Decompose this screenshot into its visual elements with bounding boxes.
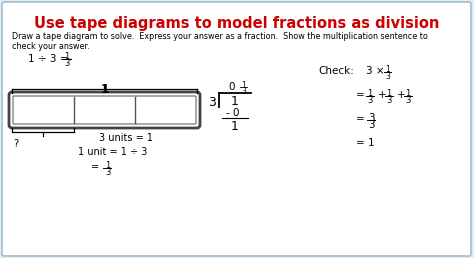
Text: 3: 3 [367, 96, 373, 105]
Text: = 1: = 1 [356, 138, 374, 148]
Text: 3: 3 [385, 72, 391, 81]
Text: 1 unit = 1 ÷ 3: 1 unit = 1 ÷ 3 [78, 147, 147, 157]
Text: =: = [356, 90, 365, 100]
Text: 3: 3 [368, 113, 374, 123]
Text: 1 ÷ 3 =: 1 ÷ 3 = [28, 54, 69, 64]
Text: Use tape diagrams to model fractions as division: Use tape diagrams to model fractions as … [34, 16, 440, 31]
Text: 3 units = 1: 3 units = 1 [100, 133, 154, 143]
Text: 1: 1 [231, 120, 239, 133]
Text: 3: 3 [105, 168, 110, 177]
Text: 1: 1 [100, 83, 109, 96]
Text: 1: 1 [405, 89, 410, 98]
Text: =: = [91, 162, 100, 172]
Text: 1: 1 [386, 89, 392, 98]
Text: 1: 1 [231, 95, 239, 108]
Text: check your answer.: check your answer. [12, 42, 90, 51]
Text: - 0: - 0 [226, 108, 240, 118]
Text: Draw a tape diagram to solve.  Express your answer as a fraction.  Show the mult: Draw a tape diagram to solve. Express yo… [12, 32, 428, 41]
FancyBboxPatch shape [2, 2, 471, 256]
Text: =: = [356, 114, 365, 124]
Text: +: + [397, 90, 406, 100]
Text: 3 ×: 3 × [366, 66, 384, 76]
Text: ?: ? [13, 139, 18, 149]
Text: +: + [378, 90, 387, 100]
Text: 3: 3 [242, 87, 246, 96]
Text: 3: 3 [405, 96, 410, 105]
Text: 1: 1 [386, 65, 391, 74]
Text: 1: 1 [242, 81, 246, 90]
FancyBboxPatch shape [13, 96, 196, 124]
Text: 3: 3 [368, 120, 374, 130]
FancyBboxPatch shape [9, 92, 200, 128]
Text: 3: 3 [386, 96, 392, 105]
Text: 3: 3 [208, 96, 216, 109]
Text: 1: 1 [367, 89, 373, 98]
Text: 1: 1 [64, 52, 70, 61]
Text: 1: 1 [105, 161, 110, 170]
Text: 0: 0 [229, 82, 235, 92]
Text: Check:: Check: [318, 66, 354, 76]
Text: 3: 3 [64, 59, 70, 68]
